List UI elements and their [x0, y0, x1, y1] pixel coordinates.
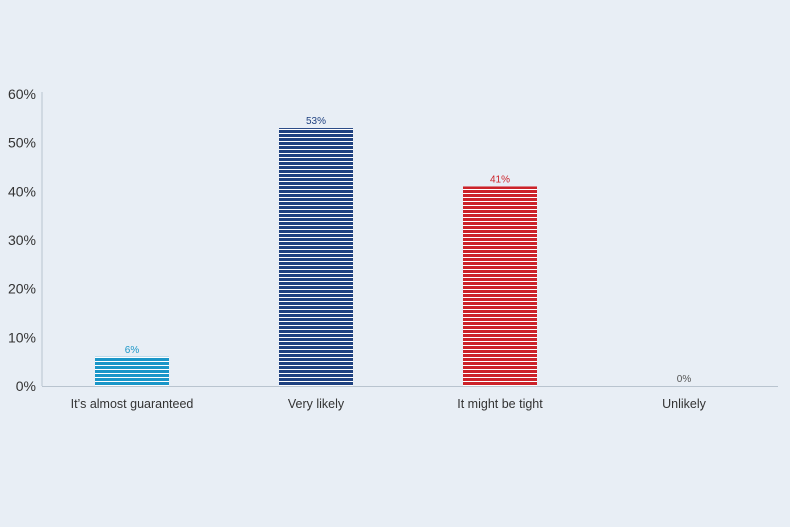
category-label: Very likely: [288, 397, 345, 411]
bar: [279, 128, 353, 387]
y-tick-label: 20%: [8, 281, 36, 297]
data-label: 0%: [677, 374, 692, 385]
y-tick-label: 30%: [8, 232, 36, 248]
category-label: It might be tight: [457, 397, 543, 411]
y-tick-label: 60%: [8, 86, 36, 102]
category-label: It’s almost guaranteed: [71, 397, 194, 411]
bar: [463, 186, 537, 386]
data-label: 6%: [125, 345, 140, 356]
data-label: 53%: [306, 116, 326, 127]
y-tick-label: 10%: [8, 329, 36, 345]
y-tick-label: 40%: [8, 183, 36, 199]
y-tick-label: 50%: [8, 135, 36, 151]
bar: [95, 356, 169, 386]
y-tick-label: 0%: [16, 378, 36, 394]
data-label: 41%: [490, 174, 510, 185]
category-label: Unlikely: [662, 397, 707, 411]
